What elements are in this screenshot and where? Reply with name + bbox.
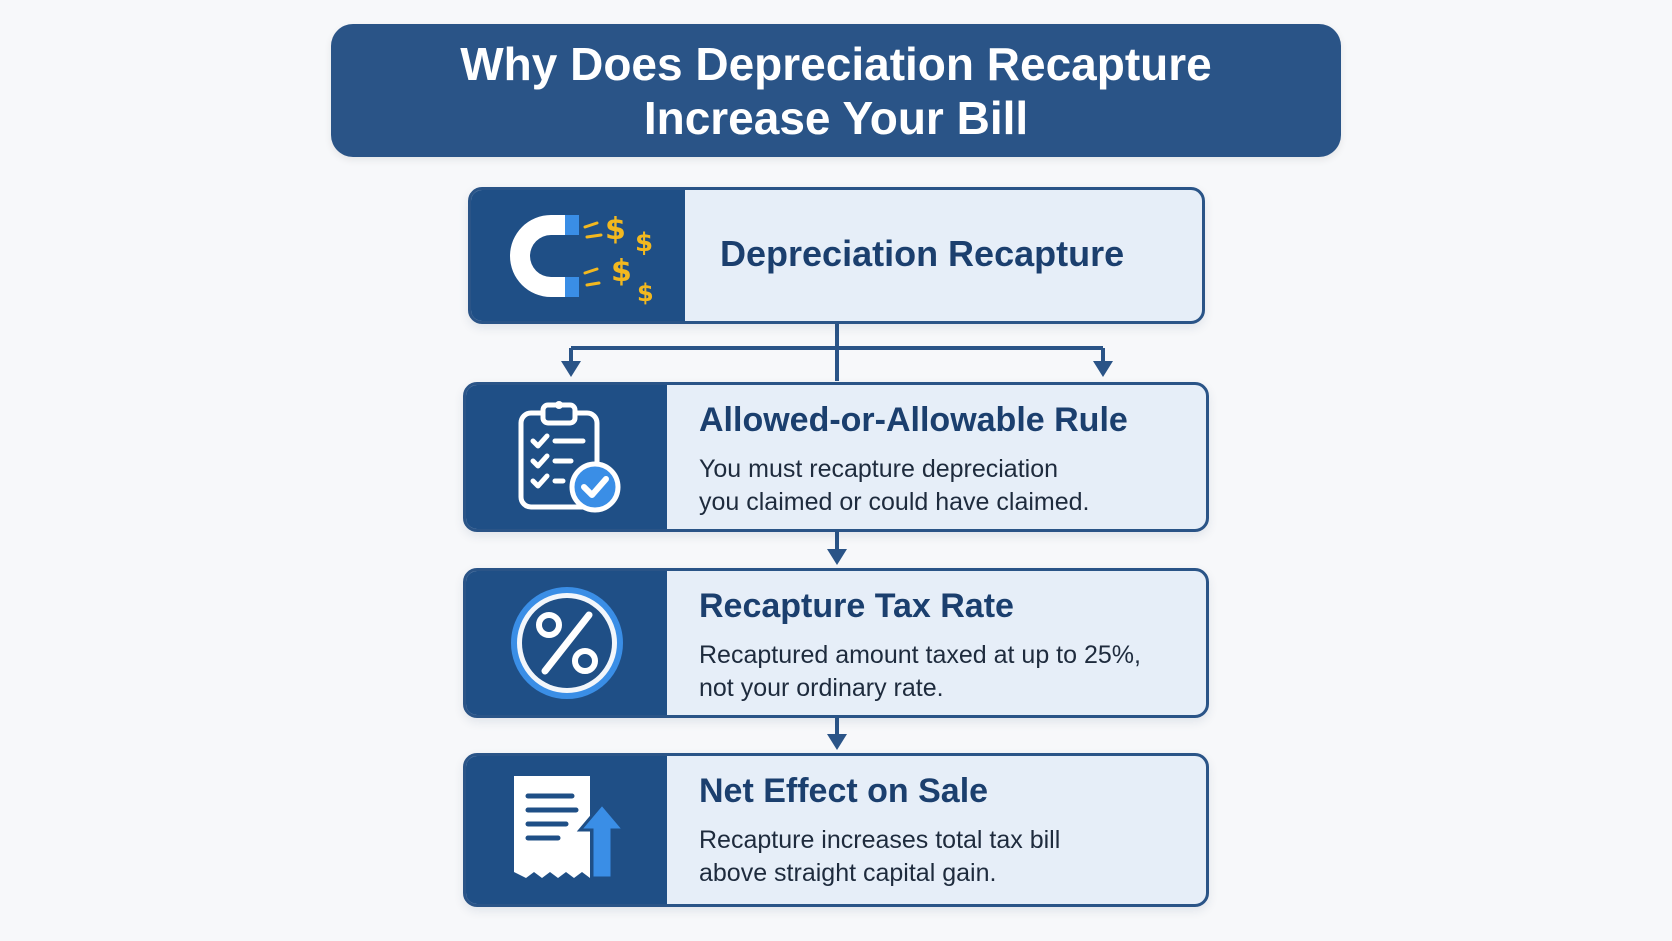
allowed-or-allowable-rule-box: Allowed-or-Allowable Rule You must recap… xyxy=(463,382,1209,532)
net-effect-on-sale-box: Net Effect on Sale Recapture increases t… xyxy=(463,753,1209,907)
step-1-description: You must recapture depreciation you clai… xyxy=(699,453,1089,519)
top-box-heading: Depreciation Recapture xyxy=(720,233,1125,274)
clipboard-checklist-icon xyxy=(518,401,620,513)
step-2-desc-line-2: not your ordinary rate. xyxy=(699,674,944,702)
step-1-icon-panel xyxy=(466,385,667,529)
svg-text:$: $ xyxy=(605,212,626,247)
right-arrowhead xyxy=(1093,361,1113,377)
title-line-1: Why Does Depreciation Recapture xyxy=(460,37,1212,90)
step-1-desc-line-1: You must recapture depreciation xyxy=(699,455,1059,483)
step-2-icon-panel xyxy=(466,571,667,715)
svg-text:$: $ xyxy=(635,228,653,258)
svg-text:$: $ xyxy=(611,254,632,289)
step-3-desc-line-1: Recapture increases total tax bill xyxy=(699,826,1061,854)
step-2-description: Recaptured amount taxed at up to 25%, no… xyxy=(699,639,1141,705)
step-3-icon-panel xyxy=(466,756,667,904)
title-line-2: Increase Your Bill xyxy=(643,91,1029,144)
top-icon-panel: $ $ $ $ xyxy=(471,190,685,321)
recapture-tax-rate-box: Recapture Tax Rate Recaptured amount tax… xyxy=(463,568,1209,718)
step2-arrowhead xyxy=(827,549,847,565)
step-3-desc-line-2: above straight capital gain. xyxy=(699,859,997,887)
step3-arrowhead xyxy=(827,734,847,750)
step-2-desc-line-1: Recaptured amount taxed at up to 25%, xyxy=(699,641,1141,669)
svg-text:$: $ xyxy=(637,279,654,307)
depreciation-recapture-box: $ $ $ $ Depreciation Recapture xyxy=(468,187,1205,324)
step-1-heading: Allowed-or-Allowable Rule xyxy=(699,401,1128,439)
title-banner: Why Does Depreciation Recapture Increase… xyxy=(331,24,1341,157)
step-3-heading: Net Effect on Sale xyxy=(699,772,989,810)
receipt-up-arrow-icon xyxy=(513,776,627,880)
percent-circle-icon xyxy=(510,587,623,699)
left-arrowhead xyxy=(561,361,581,377)
step-3-description: Recapture increases total tax bill above… xyxy=(699,824,1060,890)
step-2-heading: Recapture Tax Rate xyxy=(699,587,1014,625)
step-1-desc-line-2: you claimed or could have claimed. xyxy=(699,488,1090,516)
magnet-with-dollar-signs-icon: $ $ $ $ xyxy=(510,212,654,307)
